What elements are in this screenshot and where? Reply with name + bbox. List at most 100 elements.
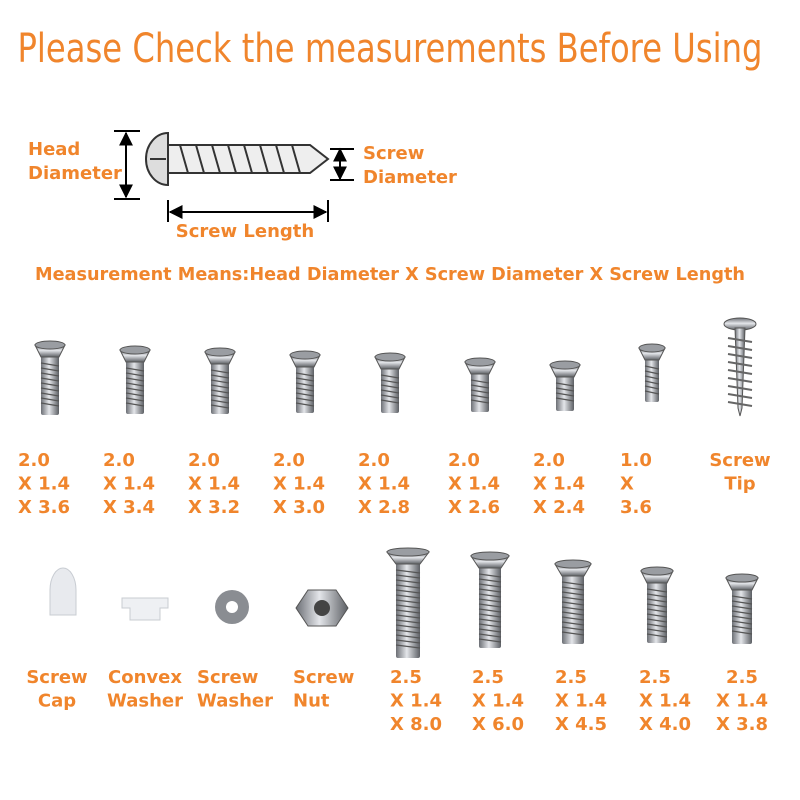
screw-top (640, 566, 674, 576)
thread (40, 397, 60, 402)
screw-cap (49, 567, 77, 616)
item-label: X 4.5 (555, 714, 607, 735)
thread (561, 591, 585, 596)
thread (40, 382, 60, 387)
item-label: X 1.4 (188, 474, 240, 495)
item-label: Washer (107, 691, 183, 712)
thread (646, 593, 668, 598)
thread (380, 394, 400, 399)
items: 2.0X 1.4X 3.62.0X 1.4X 3.42.0X 1.4X 3.22… (18, 317, 771, 735)
thread (727, 393, 753, 399)
screw-top (725, 573, 759, 583)
measurement-note: Measurement Means:Head Diameter X Screw … (35, 264, 745, 285)
item-label: 2.5 (726, 667, 758, 688)
item-label: Tip (724, 474, 755, 495)
thread (478, 623, 502, 628)
item-label: Screw (709, 450, 770, 471)
item-label: X 3.6 (18, 497, 70, 518)
screw-top (464, 357, 496, 367)
thread (40, 387, 60, 392)
thread (478, 628, 502, 633)
thread (470, 399, 490, 404)
thread (125, 387, 145, 392)
screw-top (554, 559, 592, 569)
thread (478, 593, 502, 598)
item-label: Nut (293, 691, 330, 712)
thread (561, 596, 585, 601)
label: Diameter (363, 167, 457, 188)
item-label: Screw (26, 667, 87, 688)
screw-image (725, 573, 759, 644)
item-label: Screw (293, 667, 354, 688)
thread (380, 389, 400, 394)
item-label: X 3.2 (188, 497, 240, 518)
thread (470, 394, 490, 399)
screw-top (119, 345, 151, 355)
thread (40, 392, 60, 397)
screw-image (289, 350, 321, 413)
item-label: Washer (197, 691, 273, 712)
thread (478, 603, 502, 608)
item-label: 2.0 (533, 450, 565, 471)
thread (561, 626, 585, 631)
thread (731, 625, 753, 630)
thread (210, 399, 230, 404)
thread (40, 372, 60, 377)
convex-washer (121, 597, 169, 621)
item-label: X 1.4 (448, 474, 500, 495)
title: Please Check the measurements Before Usi… (18, 26, 763, 72)
thread (295, 392, 315, 397)
thread (380, 379, 400, 384)
screw-image (638, 343, 666, 402)
screw-image (640, 566, 674, 643)
thread (561, 631, 585, 636)
thread (727, 345, 753, 351)
thread (727, 353, 753, 359)
thread (395, 609, 421, 614)
screw-shank (381, 365, 399, 413)
item-label: X 8.0 (390, 714, 442, 735)
thread (646, 598, 668, 603)
thread (125, 367, 145, 372)
item-label: 1.0 (620, 450, 652, 471)
thread (731, 620, 753, 625)
thread (646, 623, 668, 628)
thread (561, 581, 585, 586)
thread (646, 613, 668, 618)
thread (395, 614, 421, 619)
thread (210, 369, 230, 374)
thread (295, 387, 315, 392)
item-label: 2.0 (448, 450, 480, 471)
thread (478, 583, 502, 588)
item-label: X 2.8 (358, 497, 410, 518)
item-label: X 1.4 (533, 474, 585, 495)
thread (644, 380, 660, 385)
item-label: X 1.4 (273, 474, 325, 495)
screw-image (386, 547, 430, 658)
thread (125, 392, 145, 397)
screw-top (386, 547, 430, 557)
thread (727, 337, 753, 343)
screw-top (374, 352, 406, 362)
label: Screw Length (176, 221, 314, 242)
item-label: 2.5 (555, 667, 587, 688)
screw-top (289, 350, 321, 360)
thread (395, 594, 421, 599)
thread (470, 384, 490, 389)
thread (210, 384, 230, 389)
thread (731, 600, 753, 605)
screw-image (464, 357, 496, 412)
thread (40, 377, 60, 382)
screw-image (470, 551, 510, 648)
screw-shank (556, 373, 574, 411)
thread (395, 599, 421, 604)
thread (646, 618, 668, 623)
thread (646, 603, 668, 608)
thread (555, 387, 575, 392)
thread (478, 608, 502, 613)
thread (395, 589, 421, 594)
thread (727, 377, 753, 383)
thread (561, 621, 585, 626)
thread (210, 404, 230, 409)
thread (395, 629, 421, 634)
